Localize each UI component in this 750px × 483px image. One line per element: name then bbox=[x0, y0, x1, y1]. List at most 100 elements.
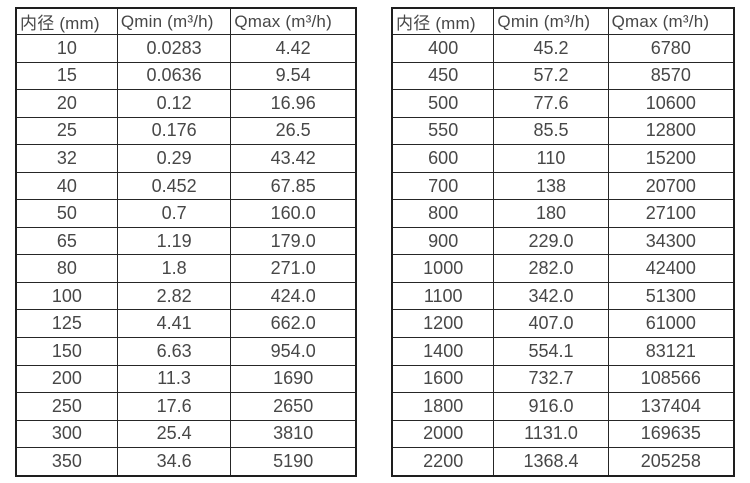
table-row: 1400 554.1 83121 bbox=[391, 337, 735, 366]
table-cell: 1.8 bbox=[116, 254, 232, 283]
table-cell: 554.1 bbox=[493, 337, 609, 366]
table-cell: 954.0 bbox=[230, 337, 357, 366]
table-cell: 45.2 bbox=[493, 34, 609, 63]
table-row: 80 1.8 271.0 bbox=[15, 254, 357, 283]
table-cell: 20 bbox=[15, 89, 118, 118]
table-cell: 5190 bbox=[230, 447, 357, 477]
table-row: 500 77.6 10600 bbox=[391, 89, 735, 118]
table-cell: 900 bbox=[391, 226, 495, 256]
table-cell: 6780 bbox=[607, 34, 735, 63]
table-header-row: 内径 (mm) Qmin (m³/h) Qmax (m³/h) bbox=[15, 7, 357, 35]
table-row: 2200 1368.4 205258 bbox=[391, 447, 735, 477]
table-cell: 16.96 bbox=[230, 89, 357, 118]
table-cell: 180 bbox=[493, 199, 609, 228]
table-cell: 1368.4 bbox=[493, 447, 609, 477]
table-cell: 34300 bbox=[607, 226, 735, 256]
table-cell: 3810 bbox=[230, 419, 357, 449]
table-cell: 2200 bbox=[391, 447, 495, 477]
table-cell: 350 bbox=[15, 447, 118, 477]
table-cell: 2000 bbox=[391, 419, 495, 449]
table-cell: 0.452 bbox=[116, 171, 232, 201]
table-cell: 424.0 bbox=[230, 281, 357, 311]
table-cell: 450 bbox=[391, 61, 495, 91]
table-row: 150 6.63 954.0 bbox=[15, 337, 357, 366]
table-cell: 916.0 bbox=[493, 392, 609, 421]
table-row: 50 0.7 160.0 bbox=[15, 199, 357, 228]
table-cell: 200 bbox=[15, 364, 118, 394]
table-cell: 400 bbox=[391, 34, 495, 63]
table-cell: 137404 bbox=[607, 392, 735, 421]
table-cell: 800 bbox=[391, 199, 495, 228]
table-cell: 9.54 bbox=[230, 61, 357, 91]
table-cell: 100 bbox=[15, 281, 118, 311]
table-cell: 27100 bbox=[607, 199, 735, 228]
table-cell: 108566 bbox=[607, 364, 735, 394]
table-row: 1000 282.0 42400 bbox=[391, 254, 735, 283]
table-cell: 150 bbox=[15, 337, 118, 366]
table-cell: 138 bbox=[493, 171, 609, 201]
table-cell: 732.7 bbox=[493, 364, 609, 394]
table-cell: 32 bbox=[15, 144, 118, 173]
table-cell: 83121 bbox=[607, 337, 735, 366]
table-cell: 20700 bbox=[607, 171, 735, 201]
header-qmax: Qmax (m³/h) bbox=[230, 7, 357, 35]
table-row: 40 0.452 67.85 bbox=[15, 171, 357, 201]
table-cell: 1.19 bbox=[116, 226, 232, 256]
table-cell: 1100 bbox=[391, 281, 495, 311]
table-cell: 700 bbox=[391, 171, 495, 201]
table-cell: 8570 bbox=[607, 61, 735, 91]
table-row: 100 2.82 424.0 bbox=[15, 281, 357, 311]
table-cell: 0.12 bbox=[116, 89, 232, 118]
table-cell: 1690 bbox=[230, 364, 357, 394]
table-row: 900 229.0 34300 bbox=[391, 226, 735, 256]
table-row: 700 138 20700 bbox=[391, 171, 735, 201]
table-cell: 550 bbox=[391, 116, 495, 146]
table-cell: 2.82 bbox=[116, 281, 232, 311]
table-cell: 600 bbox=[391, 144, 495, 173]
table-cell: 1131.0 bbox=[493, 419, 609, 449]
table-cell: 1400 bbox=[391, 337, 495, 366]
table-cell: 125 bbox=[15, 309, 118, 339]
table-cell: 282.0 bbox=[493, 254, 609, 283]
table-row: 32 0.29 43.42 bbox=[15, 144, 357, 173]
table-cell: 250 bbox=[15, 392, 118, 421]
table-header-row: 内径 (mm) Qmin (m³/h) Qmax (m³/h) bbox=[391, 7, 735, 35]
table-cell: 407.0 bbox=[493, 309, 609, 339]
table-row: 125 4.41 662.0 bbox=[15, 309, 357, 339]
table-row: 1800 916.0 137404 bbox=[391, 392, 735, 421]
table-cell: 1200 bbox=[391, 309, 495, 339]
table-cell: 25 bbox=[15, 116, 118, 146]
table-cell: 43.42 bbox=[230, 144, 357, 173]
table-cell: 342.0 bbox=[493, 281, 609, 311]
table-row: 600 110 15200 bbox=[391, 144, 735, 173]
table-cell: 4.42 bbox=[230, 34, 357, 63]
table-row: 65 1.19 179.0 bbox=[15, 226, 357, 256]
table-cell: 0.29 bbox=[116, 144, 232, 173]
table-cell: 110 bbox=[493, 144, 609, 173]
table-cell: 1800 bbox=[391, 392, 495, 421]
table-row: 2000 1131.0 169635 bbox=[391, 419, 735, 449]
header-inner-diameter: 内径 (mm) bbox=[15, 7, 118, 35]
table-cell: 1600 bbox=[391, 364, 495, 394]
table-cell: 67.85 bbox=[230, 171, 357, 201]
table-cell: 205258 bbox=[607, 447, 735, 477]
table-row: 350 34.6 5190 bbox=[15, 447, 357, 477]
table-cell: 2650 bbox=[230, 392, 357, 421]
table-cell: 17.6 bbox=[116, 392, 232, 421]
table-row: 20 0.12 16.96 bbox=[15, 89, 357, 118]
table-cell: 40 bbox=[15, 171, 118, 201]
table-cell: 160.0 bbox=[230, 199, 357, 228]
table-cell: 50 bbox=[15, 199, 118, 228]
table-row: 250 17.6 2650 bbox=[15, 392, 357, 421]
table-cell: 229.0 bbox=[493, 226, 609, 256]
table-cell: 0.176 bbox=[116, 116, 232, 146]
table-cell: 65 bbox=[15, 226, 118, 256]
table-row: 15 0.0636 9.54 bbox=[15, 61, 357, 91]
table-cell: 300 bbox=[15, 419, 118, 449]
table-cell: 57.2 bbox=[493, 61, 609, 91]
header-qmin: Qmin (m³/h) bbox=[493, 7, 609, 35]
table-cell: 0.0636 bbox=[116, 61, 232, 91]
table-cell: 500 bbox=[391, 89, 495, 118]
table-row: 200 11.3 1690 bbox=[15, 364, 357, 394]
